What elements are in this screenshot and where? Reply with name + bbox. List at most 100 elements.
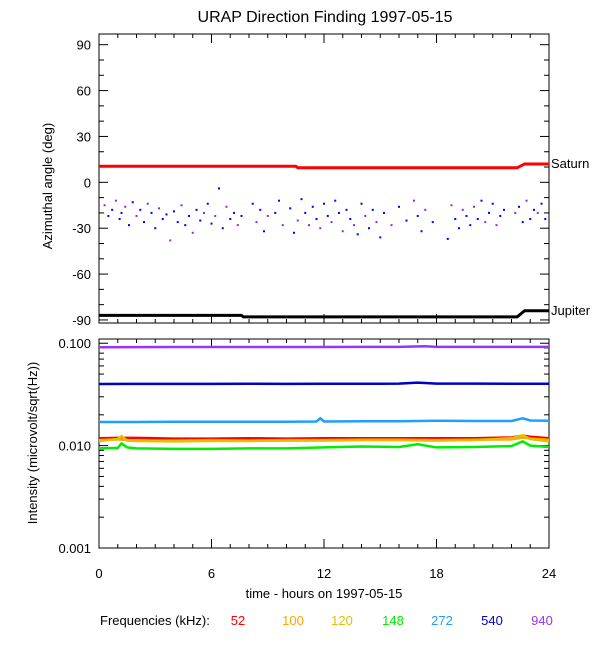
jupiter-line xyxy=(99,309,549,319)
direction-point xyxy=(289,207,292,210)
direction-point xyxy=(473,205,475,208)
direction-point xyxy=(225,205,228,208)
direction-point xyxy=(311,205,314,208)
direction-point xyxy=(154,227,157,230)
direction-point xyxy=(540,202,543,205)
direction-point xyxy=(375,221,378,224)
direction-point xyxy=(371,208,374,211)
intensity-tick-label: 0.010 xyxy=(58,439,91,454)
direction-point xyxy=(424,208,427,211)
direction-point xyxy=(345,208,348,211)
azimuth-tick-label: -30 xyxy=(72,221,91,236)
direction-point xyxy=(476,218,479,221)
direction-point xyxy=(431,221,434,224)
direction-point xyxy=(304,211,307,214)
direction-point xyxy=(263,230,265,233)
azimuth-tick-label: 90 xyxy=(77,38,91,53)
direction-point xyxy=(255,221,258,224)
direction-point xyxy=(180,204,183,207)
direction-point xyxy=(364,214,367,217)
legend-frequency-272: 272 xyxy=(431,613,453,628)
time-tick-label: 18 xyxy=(429,566,443,581)
legend-frequency-540: 540 xyxy=(481,613,503,628)
direction-point xyxy=(338,211,340,214)
direction-point xyxy=(529,218,532,221)
direction-point xyxy=(114,199,117,202)
legend-frequency-148: 148 xyxy=(382,613,404,628)
azimuth-panel: 90 60 30 0 -30 -60 -90 Saturn Jupiter xyxy=(72,33,591,328)
direction-point xyxy=(107,214,110,217)
direction-point xyxy=(488,211,490,214)
direction-point xyxy=(203,211,205,214)
direction-point xyxy=(405,219,408,222)
direction-point xyxy=(103,204,106,207)
saturn-line xyxy=(99,162,549,170)
azimuth-tick-label: -60 xyxy=(72,267,91,282)
direction-point xyxy=(491,202,494,205)
direction-point xyxy=(484,221,487,224)
direction-point xyxy=(206,202,209,205)
direction-point xyxy=(124,205,127,208)
direction-point xyxy=(281,224,284,227)
direction-point xyxy=(525,199,528,202)
intensity-series-52 xyxy=(98,434,550,440)
direction-point xyxy=(521,221,524,224)
direction-point xyxy=(296,219,299,222)
direction-point xyxy=(214,214,217,217)
intensity-series-148 xyxy=(98,439,550,451)
direction-point xyxy=(330,221,333,224)
azimuth-axis-label: Azimuthal angle (deg) xyxy=(40,123,55,249)
direction-point xyxy=(360,202,363,205)
direction-point xyxy=(368,227,370,230)
time-tick-label: 0 xyxy=(95,566,102,581)
jupiter-label: Jupiter xyxy=(551,303,591,318)
intensity-series-540 xyxy=(98,381,549,386)
direction-point xyxy=(465,214,468,217)
direction-point xyxy=(158,207,160,210)
direction-point xyxy=(300,198,303,201)
direction-point xyxy=(120,211,123,214)
direction-point xyxy=(416,214,419,217)
time-tick-label: 24 xyxy=(542,566,556,581)
direction-point xyxy=(315,218,318,221)
direction-point xyxy=(278,199,280,202)
time-axis-label: time - hours on 1997-05-15 xyxy=(246,586,403,601)
chart-title: URAP Direction Finding 1997-05-15 xyxy=(198,9,453,26)
direction-point xyxy=(188,214,190,217)
direction-point xyxy=(514,211,517,214)
direction-point xyxy=(143,221,145,224)
legend-title: Frequencies (kHz): xyxy=(100,613,210,628)
direction-point xyxy=(161,218,164,221)
time-tick-label: 6 xyxy=(208,566,215,581)
direction-point xyxy=(111,208,114,211)
direction-point xyxy=(341,230,344,233)
azimuth-tick-label: -90 xyxy=(72,313,91,328)
intensity-tick-label: 0.100 xyxy=(58,336,91,351)
direction-point xyxy=(240,214,243,217)
direction-point xyxy=(503,208,505,211)
direction-point xyxy=(165,213,168,216)
azimuth-tick-label: 30 xyxy=(77,129,91,144)
direction-point xyxy=(251,202,254,205)
intensity-series-940 xyxy=(98,344,549,349)
intensity-plot-frame xyxy=(98,338,550,549)
direction-point xyxy=(139,208,142,211)
direction-point xyxy=(210,222,213,225)
azimuth-plot-frame xyxy=(98,33,550,324)
direction-point xyxy=(458,227,460,230)
direction-point xyxy=(480,199,483,202)
direction-point xyxy=(398,205,400,208)
direction-point xyxy=(469,224,472,227)
direction-point xyxy=(293,231,295,234)
direction-point xyxy=(379,236,382,239)
direction-point xyxy=(184,224,187,227)
direction-point xyxy=(390,224,393,227)
legend-frequency-52: 52 xyxy=(231,613,245,628)
time-tick-label: 12 xyxy=(317,566,331,581)
direction-point xyxy=(536,211,539,214)
direction-point xyxy=(323,202,325,205)
direction-point xyxy=(191,231,194,234)
legend-frequency-120: 120 xyxy=(331,613,353,628)
direction-point xyxy=(308,224,310,227)
